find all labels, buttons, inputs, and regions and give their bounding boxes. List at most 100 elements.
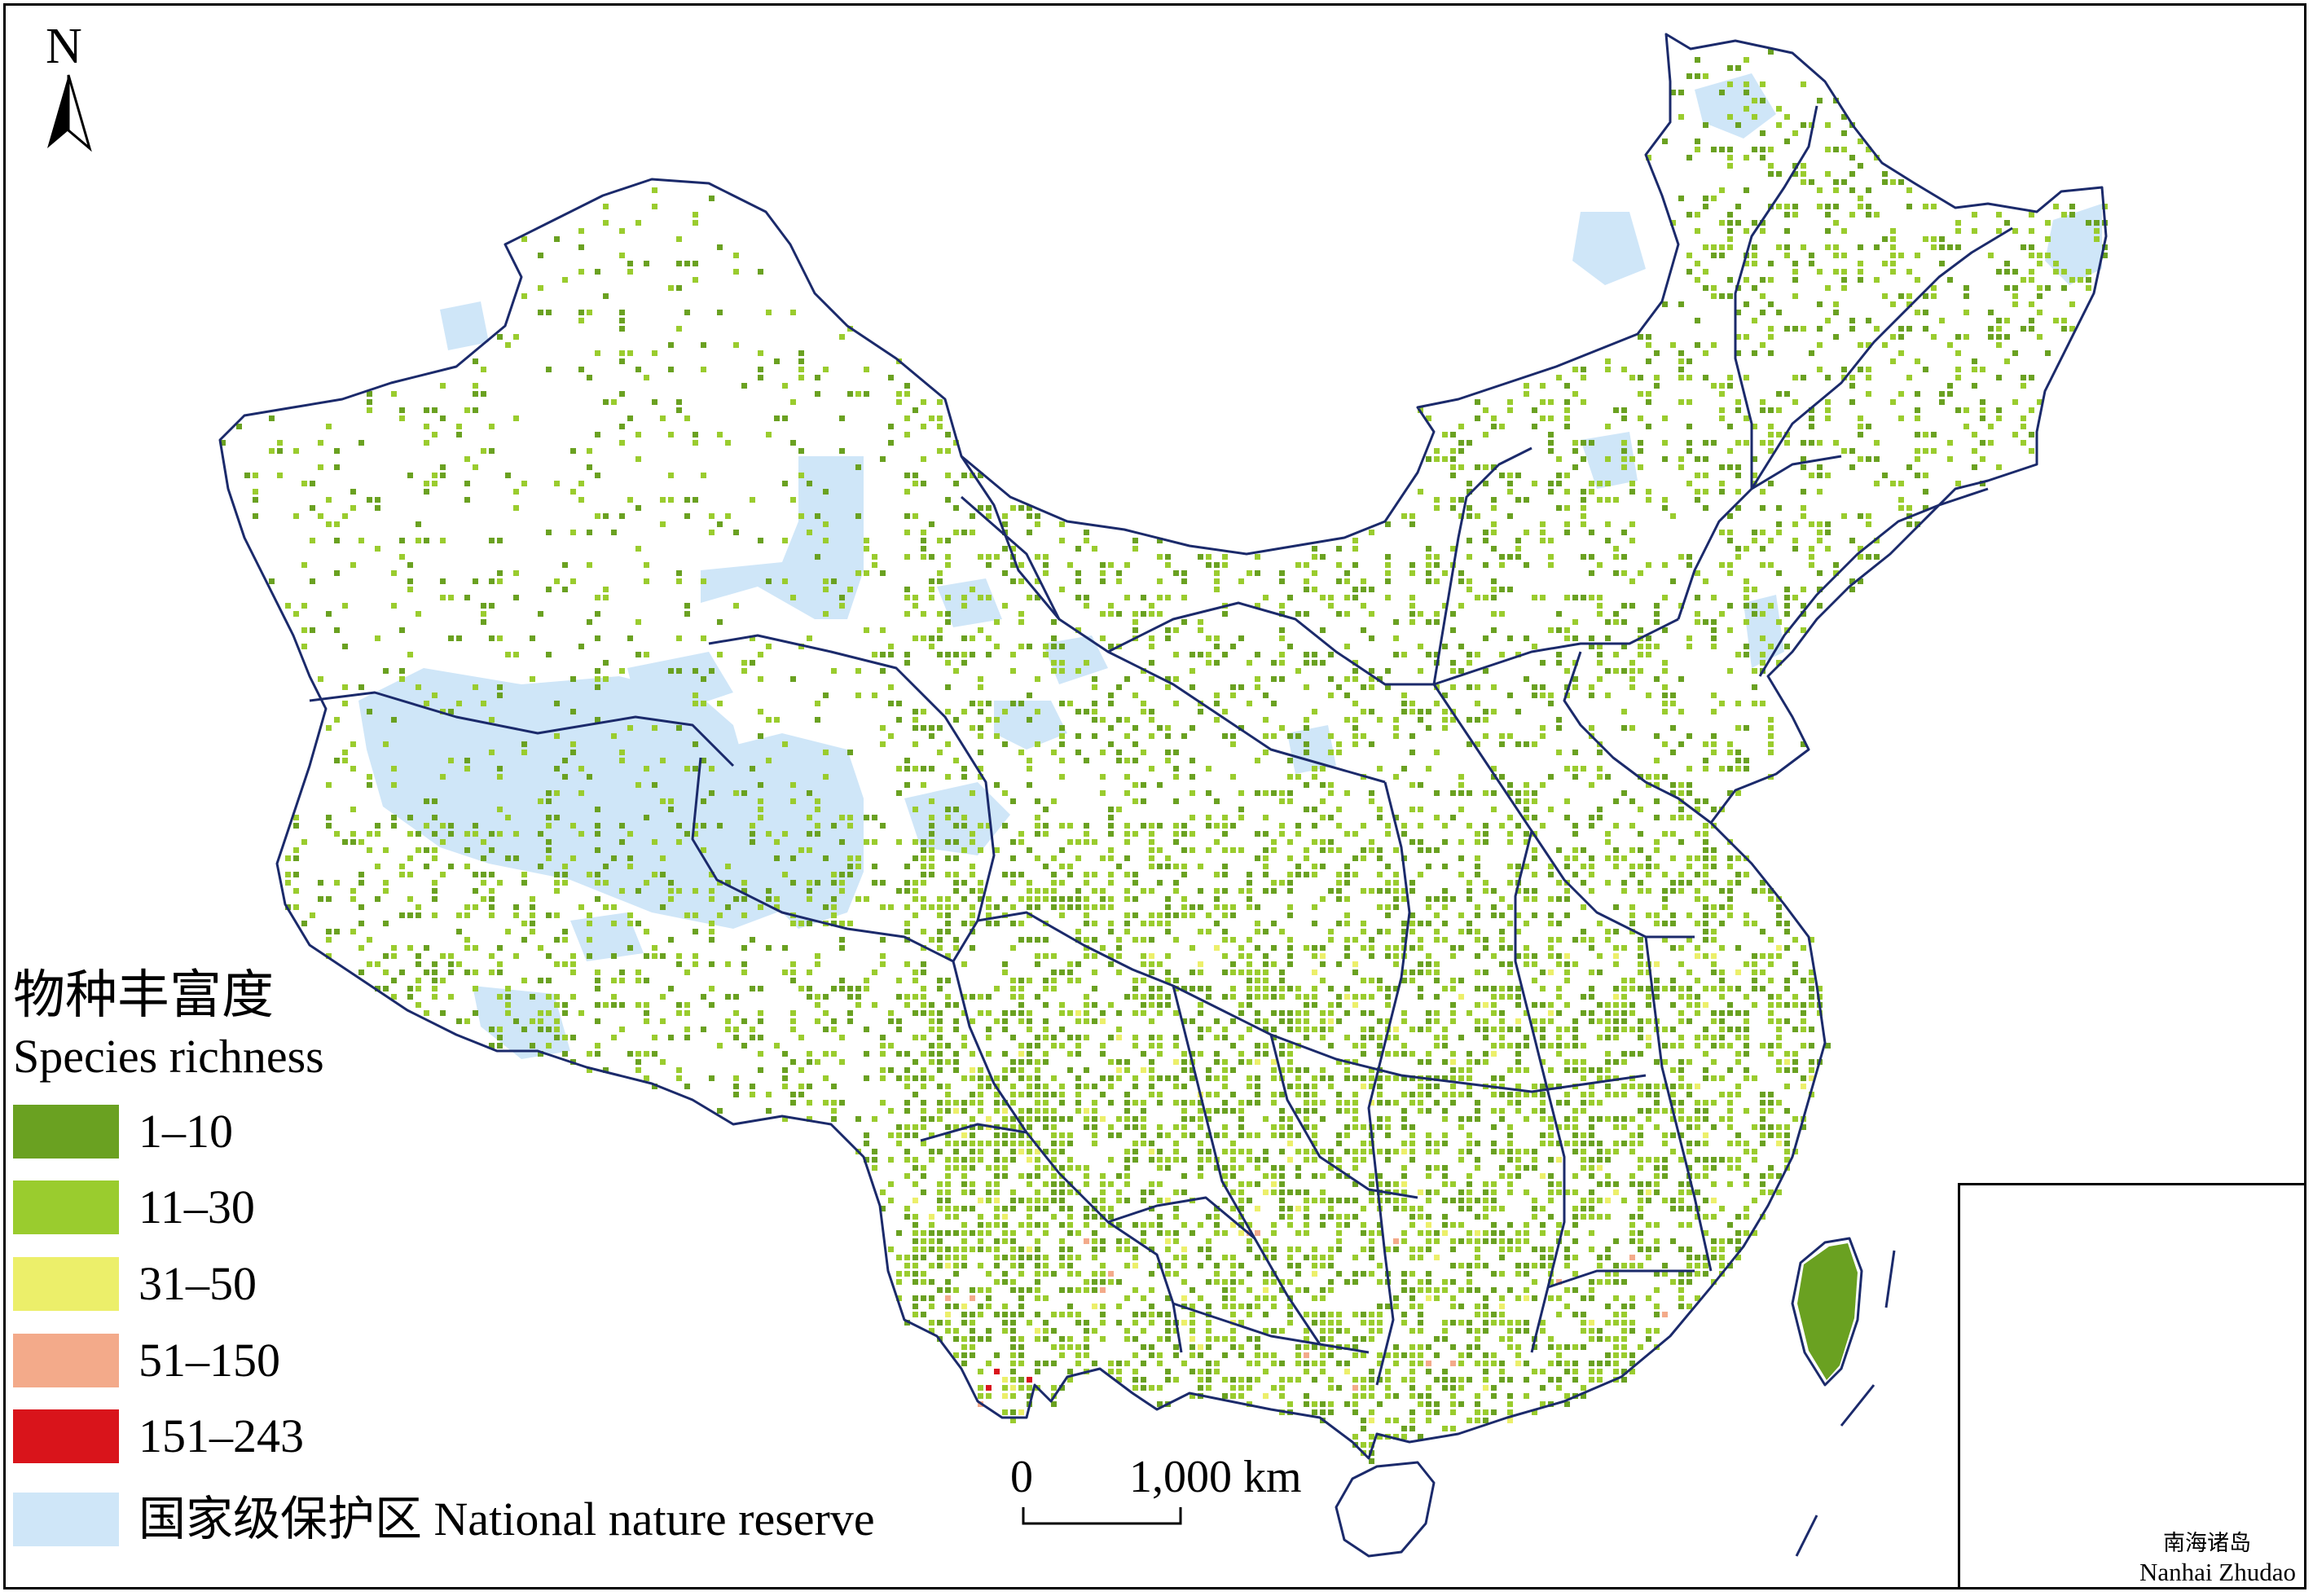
richness-cell	[1898, 391, 1904, 397]
richness-cell	[1735, 758, 1741, 763]
richness-cell	[1581, 1132, 1586, 1138]
richness-cell	[693, 440, 698, 446]
richness-cell	[1458, 644, 1464, 649]
richness-cell	[1711, 342, 1717, 348]
richness-cell	[1686, 424, 1692, 429]
richness-cell	[1108, 1124, 1114, 1130]
richness-cell	[1361, 684, 1366, 690]
richness-cell	[1295, 986, 1301, 991]
richness-cell	[391, 823, 397, 829]
richness-cell	[1768, 994, 1774, 1000]
richness-cell	[1597, 595, 1603, 600]
richness-cell	[1320, 595, 1326, 600]
richness-cell	[570, 489, 576, 495]
richness-cell	[1108, 904, 1114, 910]
richness-cell	[921, 1051, 926, 1057]
richness-cell	[1369, 798, 1374, 804]
richness-cell	[1450, 497, 1456, 503]
richness-cell	[1157, 823, 1163, 829]
richness-cell	[945, 741, 951, 747]
richness-cell	[1760, 1092, 1766, 1097]
richness-cell	[1744, 725, 1749, 731]
richness-cell	[1556, 921, 1562, 926]
richness-cell	[978, 1108, 983, 1114]
richness-cell	[1475, 701, 1480, 706]
richness-cell	[1532, 798, 1537, 804]
richness-cell	[1230, 1043, 1236, 1049]
richness-cell	[1711, 709, 1717, 714]
richness-cell	[1841, 448, 1847, 454]
richness-cell	[1801, 456, 1806, 462]
richness-cell	[1124, 1165, 1130, 1171]
richness-cell	[1678, 367, 1684, 372]
richness-cell	[1833, 187, 1839, 193]
richness-cell	[1858, 578, 1863, 584]
richness-cell	[912, 1132, 918, 1138]
richness-cell	[904, 554, 910, 560]
richness-cell	[1686, 790, 1692, 796]
richness-cell	[1018, 611, 1024, 617]
richness-cell	[1132, 546, 1138, 552]
richness-cell	[1092, 676, 1097, 682]
richness-cell	[1230, 1018, 1236, 1024]
richness-cell	[1336, 741, 1342, 747]
richness-cell	[1084, 595, 1089, 600]
richness-cell	[595, 513, 600, 519]
richness-cell	[1996, 212, 2002, 218]
richness-cell	[945, 562, 951, 568]
richness-cell	[1507, 1157, 1513, 1163]
richness-cell	[1092, 904, 1097, 910]
richness-cell	[1915, 521, 1920, 527]
richness-cell	[1890, 261, 1896, 266]
richness-cell	[1157, 554, 1163, 560]
richness-cell	[1572, 1116, 1578, 1122]
richness-cell	[1507, 864, 1513, 869]
richness-cell	[1043, 937, 1049, 943]
richness-cell	[464, 1018, 470, 1024]
richness-cell	[644, 261, 649, 266]
richness-cell	[1711, 1035, 1717, 1040]
richness-cell	[1817, 98, 1823, 103]
richness-cell	[1271, 733, 1277, 739]
richness-cell	[741, 383, 747, 389]
richness-cell	[1247, 986, 1252, 991]
richness-cell	[1727, 147, 1733, 152]
richness-cell	[1638, 448, 1643, 454]
richness-cell	[1385, 562, 1391, 568]
richness-cell	[1287, 912, 1293, 918]
richness-cell	[709, 921, 715, 926]
richness-cell	[1352, 994, 1358, 1000]
richness-cell	[1849, 375, 1855, 380]
richness-cell	[1458, 929, 1464, 934]
richness-cell	[1361, 823, 1366, 829]
richness-cell	[1695, 138, 1700, 144]
richness-cell	[1581, 595, 1586, 600]
richness-cell	[758, 904, 763, 910]
richness-cell	[880, 1035, 886, 1040]
richness-cell	[1915, 407, 1920, 413]
richness-cell	[1141, 709, 1146, 714]
reserve-area	[358, 668, 798, 929]
richness-cell	[546, 978, 552, 983]
richness-cell	[750, 1084, 755, 1089]
richness-cell	[1409, 929, 1415, 934]
richness-cell	[1695, 945, 1700, 951]
richness-cell	[1752, 961, 1757, 967]
richness-cell	[1450, 1002, 1456, 1008]
richness-cell	[1247, 937, 1252, 943]
richness-cell	[1866, 391, 1871, 397]
richness-cell	[1475, 912, 1480, 918]
richness-cell	[896, 701, 902, 706]
richness-cell	[1646, 358, 1651, 364]
richness-cell	[904, 888, 910, 894]
richness-cell	[1393, 774, 1399, 780]
richness-cell	[1678, 1116, 1684, 1122]
richness-cell	[1735, 464, 1741, 470]
richness-cell	[1711, 147, 1717, 152]
richness-cell	[945, 1002, 951, 1008]
richness-cell	[1613, 929, 1619, 934]
richness-cell	[497, 1043, 503, 1049]
richness-cell	[1760, 701, 1766, 706]
richness-cell	[1084, 1002, 1089, 1008]
richness-cell	[481, 880, 486, 886]
